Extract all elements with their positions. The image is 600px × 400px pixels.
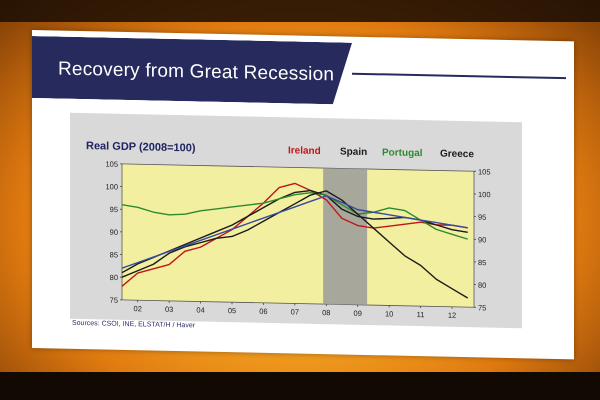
- left-axis-tick-label: 85: [110, 250, 118, 259]
- series-line-trend: [121, 195, 468, 269]
- x-axis-tick-label: 02: [134, 304, 142, 313]
- left-axis-tick-label: 90: [110, 228, 118, 237]
- x-axis-tick-label: 06: [259, 307, 267, 316]
- x-axis-tick-label: 04: [196, 305, 204, 314]
- stage-backdrop-bottom: [0, 372, 600, 400]
- legend-spain: Spain: [340, 146, 367, 158]
- x-axis-tick-label: 11: [417, 310, 425, 319]
- series-line-portugal: [121, 192, 468, 240]
- title-banner-rule: [352, 72, 566, 80]
- gdp-chart: Real GDP (2008=100) Ireland Spain Portugal G…: [86, 140, 491, 320]
- right-axis-tick-label: 85: [478, 258, 486, 267]
- legend-greece: Greece: [440, 149, 474, 161]
- x-axis-tick-label: 10: [385, 309, 393, 318]
- right-axis-tick-label: 90: [478, 235, 486, 244]
- right-axis-tick-label: 100: [478, 190, 491, 199]
- presentation-slide: Recovery from Great Recession Real GDP (…: [32, 30, 574, 360]
- series-line-greece: [121, 190, 469, 299]
- left-axis-tick-label: 75: [110, 296, 118, 305]
- x-axis-tick-label: 03: [165, 305, 173, 314]
- left-axis-tick-label: 80: [110, 273, 118, 282]
- right-axis-tick-label: 80: [478, 281, 486, 290]
- series-line-ireland: [121, 182, 468, 287]
- recession-shade: [323, 168, 368, 306]
- left-axis-tick-label: 95: [110, 205, 118, 214]
- right-axis-tick-label: 75: [478, 303, 486, 312]
- right-axis-tick-label: 95: [478, 213, 486, 222]
- x-axis-tick-label: 07: [291, 307, 299, 316]
- right-axis-tick-label: 105: [478, 167, 491, 176]
- x-axis-tick-label: 12: [448, 311, 456, 320]
- left-axis-tick-label: 105: [105, 160, 118, 169]
- x-axis-tick-label: 05: [228, 306, 236, 315]
- legend-portugal: Portugal: [382, 147, 423, 159]
- legend-ireland: Ireland: [288, 145, 321, 157]
- stage-backdrop-top: [0, 0, 600, 22]
- left-axis-tick-label: 100: [105, 182, 118, 191]
- x-axis-tick-label: 08: [322, 308, 330, 317]
- source-note: Sources: CSOI, INE, ELSTAT/H / Haver: [72, 319, 196, 330]
- chart-title: Real GDP (2008=100): [86, 140, 196, 154]
- x-axis-tick-label: 09: [354, 309, 362, 318]
